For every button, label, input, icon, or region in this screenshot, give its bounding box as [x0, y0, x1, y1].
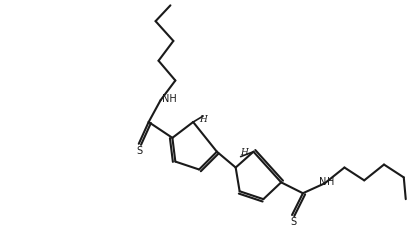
- Text: N: N: [319, 177, 326, 187]
- Text: H: H: [327, 177, 334, 187]
- Text: S: S: [137, 146, 143, 156]
- Text: S: S: [290, 217, 296, 227]
- Text: H: H: [199, 115, 207, 124]
- Text: H: H: [241, 148, 249, 157]
- Text: NH: NH: [162, 94, 177, 104]
